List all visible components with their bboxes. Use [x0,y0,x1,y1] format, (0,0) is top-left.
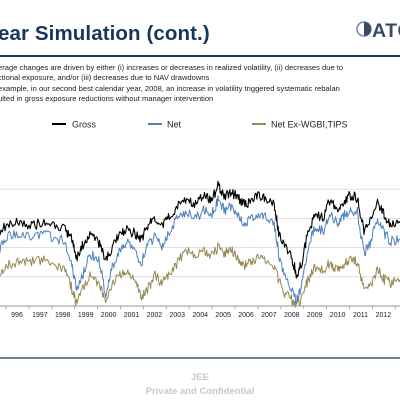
x-tick-label-5: 2000 [101,312,117,319]
x-tick-label-9: 2004 [192,312,208,319]
legend-label-2: Net [167,120,182,130]
x-tick-label-8: 2003 [170,312,186,319]
footer-code: JEE [191,372,209,383]
logo-text: ATC [372,20,400,42]
legend-label-1: Gross [72,120,97,130]
bullet-line-1: erage changes are driven by either (i) i… [0,63,344,72]
header-rule [0,55,400,57]
x-tick-label-17: 2012 [376,312,392,319]
x-tick-label-11: 2006 [238,312,254,319]
x-tick-label-12: 2007 [261,312,277,319]
x-tick-label-2: 1997 [32,312,48,319]
bullet-line-2: ctional exposure, and/or (iii) decreases… [0,73,210,82]
page-title: ear Simulation (cont.) [0,22,210,45]
x-tick-label-1: 996 [11,312,23,319]
logo-globe-icon [356,21,372,37]
series-line-1 [0,180,400,279]
bullet-line-4: ulted in gross exposure reductions witho… [0,94,214,103]
bullet-line-3: example, in our second best calendar yea… [0,84,340,93]
x-tick-label-15: 2010 [330,312,346,319]
x-tick-label-13: 2008 [284,312,300,319]
company-logo: ATC [356,15,400,49]
x-tick-label-14: 2009 [307,312,323,319]
series-line-3 [0,242,400,308]
slide-header: ear Simulation (cont.) ATC [0,0,400,62]
x-tick-label-7: 2002 [147,312,163,319]
x-tick-label-10: 2005 [215,312,231,319]
legend-label-3: Net Ex-WGBI,TIPS [271,120,348,130]
series-line-2 [0,195,400,305]
x-tick-label-3: 1998 [55,312,71,319]
footer-confidential: Private and Confidential [145,386,255,397]
x-tick-label-6: 2001 [124,312,140,319]
x-tick-label-16: 2011 [353,312,368,319]
exposure-line-chart: Gross Net Net Ex-WGBI,TIPS 996 1997 1998 1999 2… [0,120,400,359]
x-tick-label-4: 1999 [78,312,94,319]
